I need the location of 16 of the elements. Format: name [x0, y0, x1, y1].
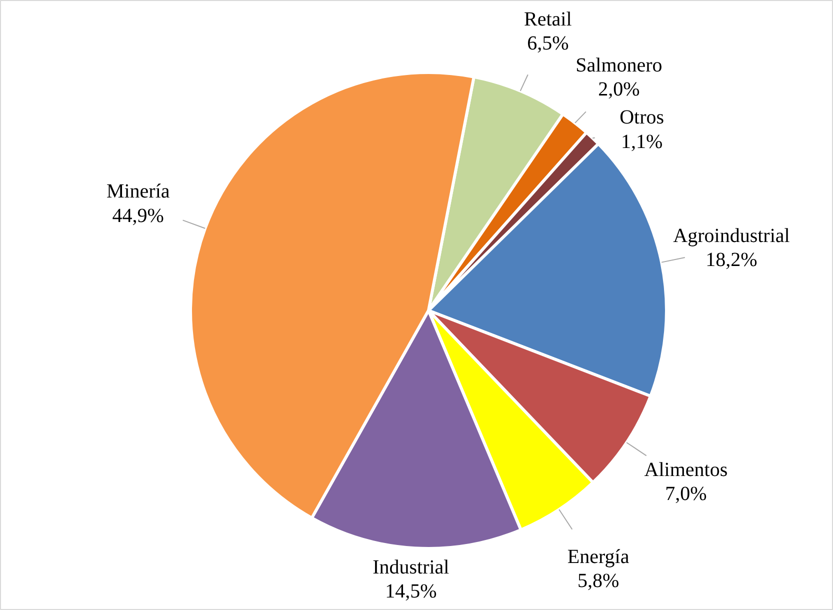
slice-label: Alimentos [644, 458, 728, 481]
data-label: 18,2% [706, 248, 758, 271]
slice-label: Otros [620, 106, 664, 129]
slice-label: Retail [524, 8, 572, 30]
slice-label: Industrial [372, 556, 450, 578]
data-label: 2,0% [598, 78, 640, 101]
slice-label: Energía [567, 546, 630, 568]
slice-label: Minería [106, 180, 170, 203]
slice-label: Agroindustrial [673, 224, 790, 247]
data-label: 44,9% [112, 204, 164, 227]
data-label: 5,8% [577, 570, 620, 592]
slice-label: Salmonero [576, 54, 662, 76]
data-label: 6,5% [527, 32, 569, 55]
data-label: 7,0% [665, 483, 707, 506]
data-label: 14,5% [385, 580, 437, 603]
data-label: 1,1% [620, 130, 663, 153]
